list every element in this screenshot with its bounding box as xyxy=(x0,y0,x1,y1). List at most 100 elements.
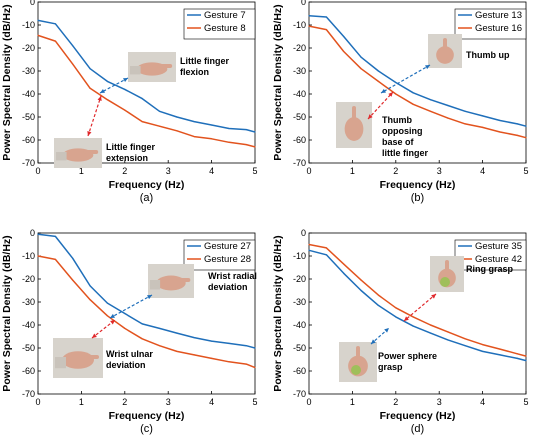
arrow-head xyxy=(404,316,409,321)
x-tick-label: 3 xyxy=(166,166,171,176)
y-tick-label: -70 xyxy=(293,389,306,399)
arrow-head xyxy=(388,92,393,97)
y-tick-label: 0 xyxy=(301,0,306,7)
data-point xyxy=(343,35,345,38)
data-point xyxy=(176,350,178,353)
data-point xyxy=(308,243,310,246)
data-point xyxy=(158,125,161,127)
y-tick-label: 0 xyxy=(301,228,306,238)
data-point xyxy=(245,345,247,347)
y-tick-label: -10 xyxy=(293,20,306,30)
gesture-annotation: Thumb up xyxy=(380,34,510,94)
data-point xyxy=(228,342,230,344)
data-point xyxy=(516,134,518,136)
annotation-text: Wrist radial xyxy=(208,271,257,281)
legend-box xyxy=(183,8,256,40)
annotation-text: grasp xyxy=(378,362,403,372)
data-point xyxy=(360,56,362,58)
data-point xyxy=(141,338,143,340)
y-tick-label: 0 xyxy=(30,0,35,7)
panel-label: (a) xyxy=(140,192,153,204)
sleeve-shape xyxy=(150,280,161,290)
data-point xyxy=(412,103,414,105)
x-tick-label: 0 xyxy=(35,166,40,176)
y-tick-label: -40 xyxy=(22,320,35,330)
legend-box xyxy=(183,239,256,271)
data-point xyxy=(499,348,501,350)
panel-label: (b) xyxy=(411,192,424,204)
data-point xyxy=(464,338,466,340)
data-point xyxy=(72,257,74,259)
x-tick-label: 0 xyxy=(306,166,311,176)
data-point xyxy=(176,332,178,334)
data-point xyxy=(412,316,414,318)
x-axis-label: Frequency (Hz) xyxy=(380,410,456,422)
data-point xyxy=(377,294,380,296)
data-point xyxy=(429,332,432,334)
y-tick-label: -50 xyxy=(293,343,306,353)
data-point xyxy=(482,350,484,353)
y-tick-label: -60 xyxy=(22,135,35,145)
annotation-text: opposing xyxy=(382,126,423,136)
finger-shape xyxy=(176,278,191,282)
arrow-head xyxy=(384,328,389,333)
data-point xyxy=(447,339,449,341)
x-tick-label: 3 xyxy=(437,397,442,407)
annotation-text: Wrist ulnar xyxy=(106,349,153,359)
data-point xyxy=(228,361,230,363)
legend-entry: Gesture 35 xyxy=(475,241,522,252)
annotation-arrow-line xyxy=(87,95,102,137)
data-point xyxy=(211,340,213,342)
annotation-text: Little finger xyxy=(180,56,229,66)
x-tick-label: 4 xyxy=(209,166,214,176)
data-point xyxy=(141,323,143,325)
data-point xyxy=(525,125,527,127)
annotation-text: extension xyxy=(106,153,148,163)
y-tick-label: -40 xyxy=(293,320,306,330)
data-point xyxy=(211,138,213,140)
data-point xyxy=(325,29,327,31)
data-point xyxy=(499,131,501,133)
data-point xyxy=(429,110,432,112)
data-point xyxy=(516,353,518,355)
arrow-head xyxy=(100,88,105,93)
legend-entry: Gesture 7 xyxy=(204,10,246,21)
y-tick-label: -10 xyxy=(293,251,306,261)
y-tick-label: -70 xyxy=(22,389,35,399)
legend-entry: Gesture 42 xyxy=(475,254,522,265)
y-tick-label: -10 xyxy=(22,251,35,261)
x-tick-label: 0 xyxy=(306,397,311,407)
legend-box xyxy=(454,8,527,40)
y-tick-label: -50 xyxy=(293,112,306,122)
data-point xyxy=(377,70,380,72)
data-point xyxy=(525,355,527,357)
y-axis-label: Power Spectral Density (dB/Hz) xyxy=(272,4,284,160)
data-point xyxy=(124,312,126,315)
data-point xyxy=(54,235,56,238)
data-point xyxy=(37,255,39,257)
legend-entry: Gesture 8 xyxy=(204,23,246,34)
data-point xyxy=(429,324,432,326)
x-tick-label: 2 xyxy=(122,397,127,407)
annotation-arrow-line xyxy=(109,294,153,319)
annotation-text: Little finger xyxy=(106,142,155,152)
data-point xyxy=(72,63,74,65)
ball-shape xyxy=(440,277,450,287)
data-point xyxy=(482,343,484,346)
data-point xyxy=(499,354,501,356)
data-point xyxy=(106,80,109,82)
data-point xyxy=(89,299,91,301)
annotation-text: deviation xyxy=(208,282,248,292)
data-point xyxy=(525,137,527,139)
y-tick-label: -20 xyxy=(22,43,35,53)
data-point xyxy=(325,254,327,256)
x-tick-label: 1 xyxy=(79,166,84,176)
data-point xyxy=(72,279,74,281)
data-point xyxy=(516,123,518,125)
